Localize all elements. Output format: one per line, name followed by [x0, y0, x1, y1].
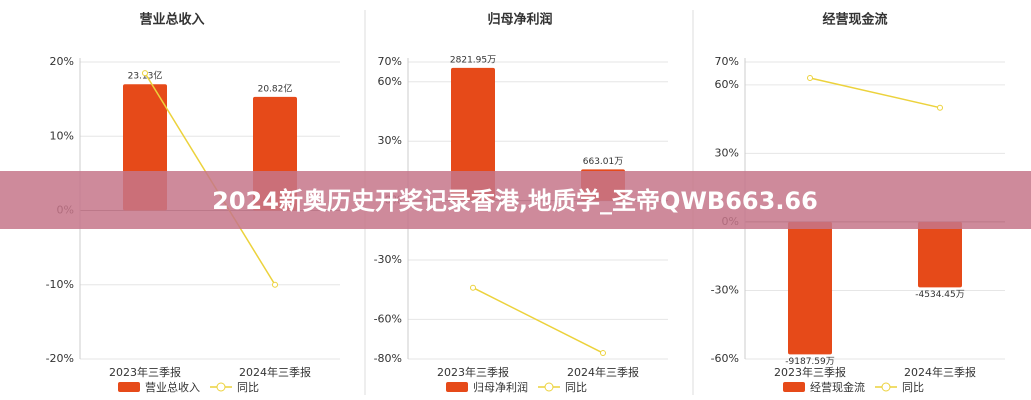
legend-swatch — [446, 382, 468, 392]
legend-swatch — [544, 382, 554, 392]
legend-swatch — [881, 382, 891, 392]
legend-swatch — [118, 382, 140, 392]
legend-label: 营业总收入 — [145, 380, 200, 394]
data-label: 2821.95万 — [450, 55, 496, 65]
line — [809, 77, 941, 109]
line-point — [807, 74, 813, 81]
bar — [451, 67, 495, 201]
y-tick-label: -30% — [374, 253, 402, 266]
legend-label: 同比 — [902, 381, 924, 394]
y-tick-label: -80% — [374, 352, 402, 365]
y-tick-label: -60% — [711, 352, 739, 365]
y-tick-label: -30% — [711, 283, 739, 296]
data-label: 20.82亿 — [258, 82, 293, 94]
legend-label: 归母净利润 — [473, 380, 528, 394]
y-tick-label: -20% — [46, 352, 74, 365]
chart-title: 经营现金流 — [822, 12, 887, 28]
y-tick-label: 70% — [378, 55, 402, 68]
line-point — [142, 70, 148, 77]
x-tick-label: 2024年三季报 — [567, 365, 639, 379]
legend-swatch — [216, 382, 226, 392]
legend-label: 同比 — [565, 381, 587, 394]
banner-bg — [0, 171, 1031, 229]
x-tick-label: 2024年三季报 — [904, 365, 976, 379]
line-point — [470, 284, 476, 291]
y-tick-label: 10% — [50, 129, 74, 142]
y-tick-label: 60% — [378, 75, 402, 88]
bar — [918, 221, 962, 288]
bar — [788, 221, 832, 355]
y-tick-label: -60% — [374, 312, 402, 325]
y-tick-label: -10% — [46, 278, 74, 291]
y-tick-label: 30% — [378, 134, 402, 147]
x-tick-label: 2024年三季报 — [239, 365, 311, 379]
y-tick-label: 30% — [715, 146, 739, 159]
legend-label: 同比 — [237, 381, 259, 394]
banner-text: 2024新奥历史开奖记录香港,地质学_圣帝QWB663.66 — [212, 187, 818, 215]
y-tick-label: 60% — [715, 78, 739, 91]
line-point — [272, 281, 278, 288]
chart-title: 营业总收入 — [139, 12, 204, 28]
y-tick-label: 70% — [715, 55, 739, 68]
data-label: -9187.59万 — [785, 357, 834, 367]
data-label: -4534.45万 — [915, 290, 964, 300]
line — [472, 287, 604, 354]
data-label: 663.01万 — [583, 157, 624, 167]
chart-title: 归母净利润 — [487, 12, 552, 28]
line-point — [600, 350, 606, 357]
x-tick-label: 2023年三季报 — [774, 365, 846, 379]
line-point — [937, 104, 943, 111]
legend-label: 经营现金流 — [810, 380, 865, 394]
y-tick-label: 20% — [50, 55, 74, 68]
x-tick-label: 2023年三季报 — [109, 365, 181, 379]
x-tick-label: 2023年三季报 — [437, 365, 509, 379]
legend-swatch — [783, 382, 805, 392]
